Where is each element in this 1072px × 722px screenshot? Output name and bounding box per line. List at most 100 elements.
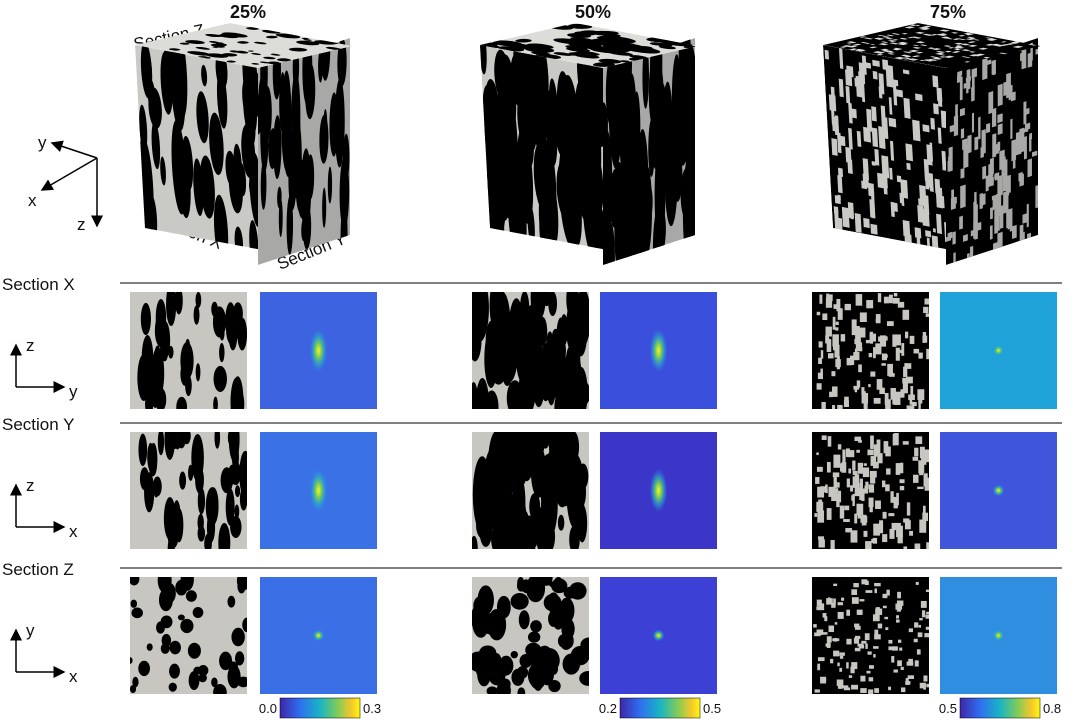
phase-blob <box>545 90 558 167</box>
phase-blob <box>485 653 495 670</box>
phase-blob <box>1027 232 1032 254</box>
phase-blob <box>937 53 946 56</box>
phase-blob <box>146 643 153 651</box>
phase-blob <box>214 432 221 449</box>
phase-blob <box>144 363 153 380</box>
phase-blob <box>205 33 222 38</box>
phase-blob <box>300 41 318 46</box>
phase-blob <box>830 540 835 549</box>
phase-blob <box>826 642 831 648</box>
phase-blob <box>904 363 908 370</box>
phase-blob <box>906 661 914 666</box>
phase-blob <box>858 62 866 85</box>
phase-blob <box>882 50 893 53</box>
image <box>812 432 929 549</box>
phase-blob <box>1026 203 1029 228</box>
phase-blob <box>872 51 886 54</box>
phase-blob <box>832 472 840 478</box>
phase-blob <box>603 102 608 151</box>
phase-blob <box>837 194 841 201</box>
phase-blob <box>592 62 615 67</box>
phase-blob <box>499 678 511 690</box>
phase-blob <box>1015 131 1022 156</box>
phase-blob <box>477 585 494 615</box>
phase-blob <box>854 338 859 344</box>
phase-blob <box>852 470 858 475</box>
phase-blob <box>826 461 831 473</box>
phase-blob <box>251 63 260 65</box>
phase-blob <box>268 128 277 170</box>
phase-blob <box>168 682 177 692</box>
phase-blob <box>919 446 925 459</box>
phase-blob <box>913 638 918 643</box>
background <box>812 292 929 409</box>
phase-blob <box>837 444 842 450</box>
phase-blob <box>842 685 849 689</box>
phase-blob <box>147 78 156 108</box>
phase-blob <box>560 314 568 346</box>
phase-blob <box>863 530 868 537</box>
phase-blob <box>565 298 583 356</box>
phase-blob <box>834 622 838 625</box>
axes-3d <box>40 140 103 228</box>
phase-blob <box>892 38 899 41</box>
phase-blob <box>153 478 160 498</box>
phase-blob <box>907 675 914 679</box>
phase-blob <box>138 660 150 677</box>
phase-blob <box>816 311 821 316</box>
phase-blob <box>907 36 915 39</box>
phase-blob <box>971 112 975 133</box>
phase-blob <box>160 615 173 629</box>
axis-label: x <box>69 667 78 686</box>
phase-blob <box>932 228 936 233</box>
phase-blob <box>834 482 840 488</box>
phase-blob <box>971 67 977 79</box>
phase-blob <box>1006 43 1014 45</box>
phase-blob <box>947 231 953 240</box>
phase-blob <box>880 105 886 127</box>
phase-blob <box>975 221 982 232</box>
phase-blob <box>180 577 194 591</box>
phase-blob <box>912 46 922 49</box>
phase-blob <box>911 55 921 58</box>
phase-blob <box>903 366 908 377</box>
phase-blob <box>130 599 138 608</box>
phase-blob <box>978 116 981 140</box>
phase-blob <box>935 33 947 36</box>
phase-blob <box>875 500 881 509</box>
phase-blob <box>893 496 898 509</box>
phase-blob <box>925 589 929 592</box>
phase-blob <box>912 456 919 461</box>
phase-blob <box>817 536 825 540</box>
phase-blob <box>1020 231 1025 253</box>
phase-blob <box>517 687 526 694</box>
phase-blob <box>814 513 818 517</box>
phase-blob <box>851 662 858 670</box>
phase-blob <box>886 468 891 475</box>
phase-blob <box>845 528 853 533</box>
phase-blob <box>952 231 956 245</box>
phase-blob <box>997 123 1003 135</box>
phase-blob <box>915 31 925 34</box>
phase-blob <box>251 53 261 56</box>
phase-blob <box>169 640 181 655</box>
micro-section <box>130 292 247 409</box>
phase-blob <box>187 51 211 56</box>
phase-blob <box>950 32 959 34</box>
phase-blob <box>828 486 835 497</box>
phase-blob <box>157 432 165 456</box>
phase-blob <box>850 485 854 492</box>
phase-blob <box>855 325 860 340</box>
phase-blob <box>914 660 919 667</box>
phase-blob <box>919 519 927 533</box>
phase-blob <box>927 47 936 50</box>
phase-blob <box>878 43 889 46</box>
phase-blob <box>1022 213 1028 224</box>
phase-blob <box>859 487 862 501</box>
phase-blob <box>936 213 943 235</box>
phase-blob <box>888 686 892 691</box>
phase-blob <box>157 577 172 593</box>
phase-blob <box>835 115 840 136</box>
phase-blob <box>967 44 978 47</box>
micro-section <box>130 432 247 549</box>
